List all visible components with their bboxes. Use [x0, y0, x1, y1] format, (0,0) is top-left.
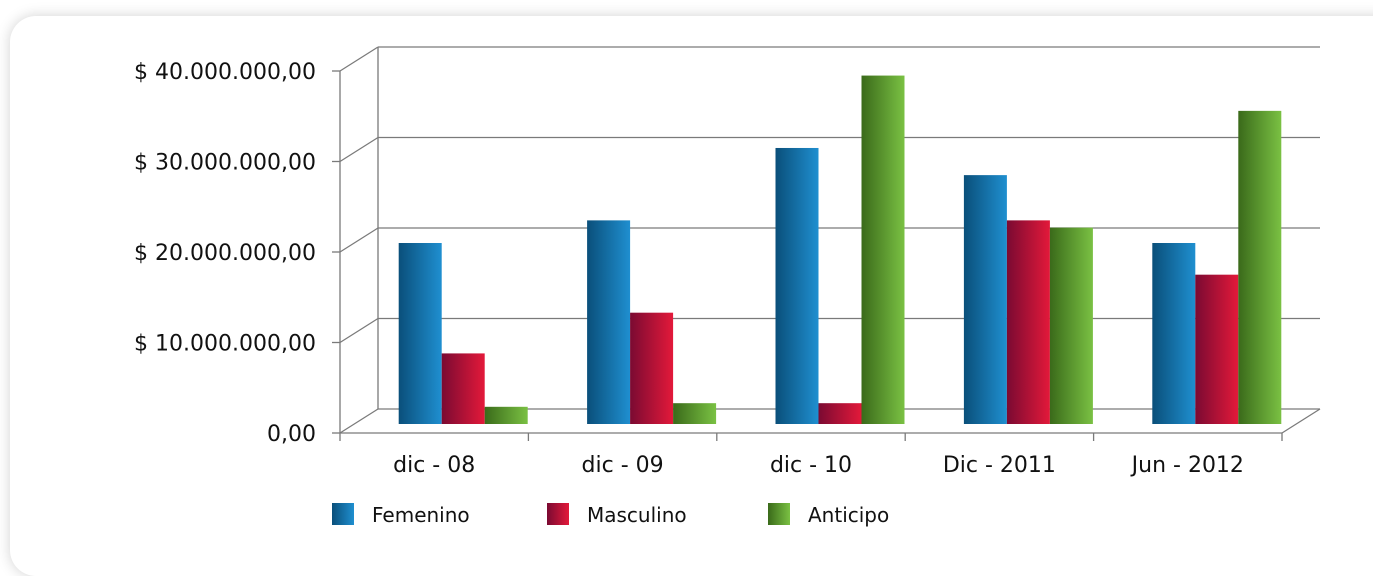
bar-chart: 0,00 $ 10.000.000,00 $ 20.000.000,00 $ 30.0…: [134, 46, 1321, 527]
bar-anticipo-1: [673, 403, 717, 424]
y-tick-label-3: $ 30.000.000,00: [134, 151, 316, 176]
bar-anticipo-3: [1049, 227, 1093, 424]
gridline-diag-4: [339, 46, 379, 72]
x-tick-label-3: Dic - 2011: [943, 453, 1056, 478]
bar-anticipo-4: [1238, 110, 1282, 425]
grid-lines: [339, 46, 1321, 434]
bar-masculino-1: [630, 312, 674, 424]
bar-anticipo-0: [484, 406, 528, 424]
gridline-diag-2: [339, 227, 379, 253]
legend-swatch-masculino: [547, 503, 569, 525]
legend: Femenino Masculino Anticipo: [332, 503, 889, 527]
y-tick-label-4: $ 40.000.000,00: [134, 60, 316, 85]
bar-femenino-1: [587, 220, 631, 424]
bar-anticipo-2: [861, 75, 905, 424]
floor-right-edge: [1281, 408, 1321, 434]
bar-masculino-4: [1195, 274, 1239, 424]
chart-card: [10, 16, 1373, 576]
bar-masculino-0: [441, 353, 485, 424]
y-tick-label-1: $ 10.000.000,00: [134, 332, 316, 357]
legend-label-femenino: Femenino: [372, 503, 470, 527]
legend-swatch-femenino: [332, 503, 354, 525]
x-tick-label-1: dic - 09: [582, 453, 664, 478]
gridline-diag-1: [339, 317, 379, 344]
bar-femenino-2: [775, 147, 819, 424]
gridline-diag-3: [339, 136, 379, 163]
x-tick-label-4: Jun - 2012: [1130, 453, 1244, 478]
bar-masculino-3: [1006, 220, 1050, 424]
x-tick-label-2: dic - 10: [770, 453, 852, 478]
y-tick-label-2: $ 20.000.000,00: [134, 241, 316, 266]
bar-femenino-0: [398, 243, 442, 424]
legend-label-anticipo: Anticipo: [808, 503, 889, 527]
bars: [398, 75, 1282, 425]
gridline-diag-0: [339, 408, 379, 434]
legend-swatch-anticipo: [768, 503, 790, 525]
y-tick-label-0: 0,00: [267, 422, 316, 447]
bar-masculino-2: [818, 403, 862, 424]
bar-femenino-3: [963, 175, 1007, 424]
legend-label-masculino: Masculino: [587, 503, 687, 527]
tick-labels: 0,00 $ 10.000.000,00 $ 20.000.000,00 $ 30.0…: [134, 60, 1244, 478]
bar-femenino-4: [1152, 243, 1196, 424]
axes: [332, 47, 1283, 441]
x-tick-label-0: dic - 08: [393, 453, 475, 478]
